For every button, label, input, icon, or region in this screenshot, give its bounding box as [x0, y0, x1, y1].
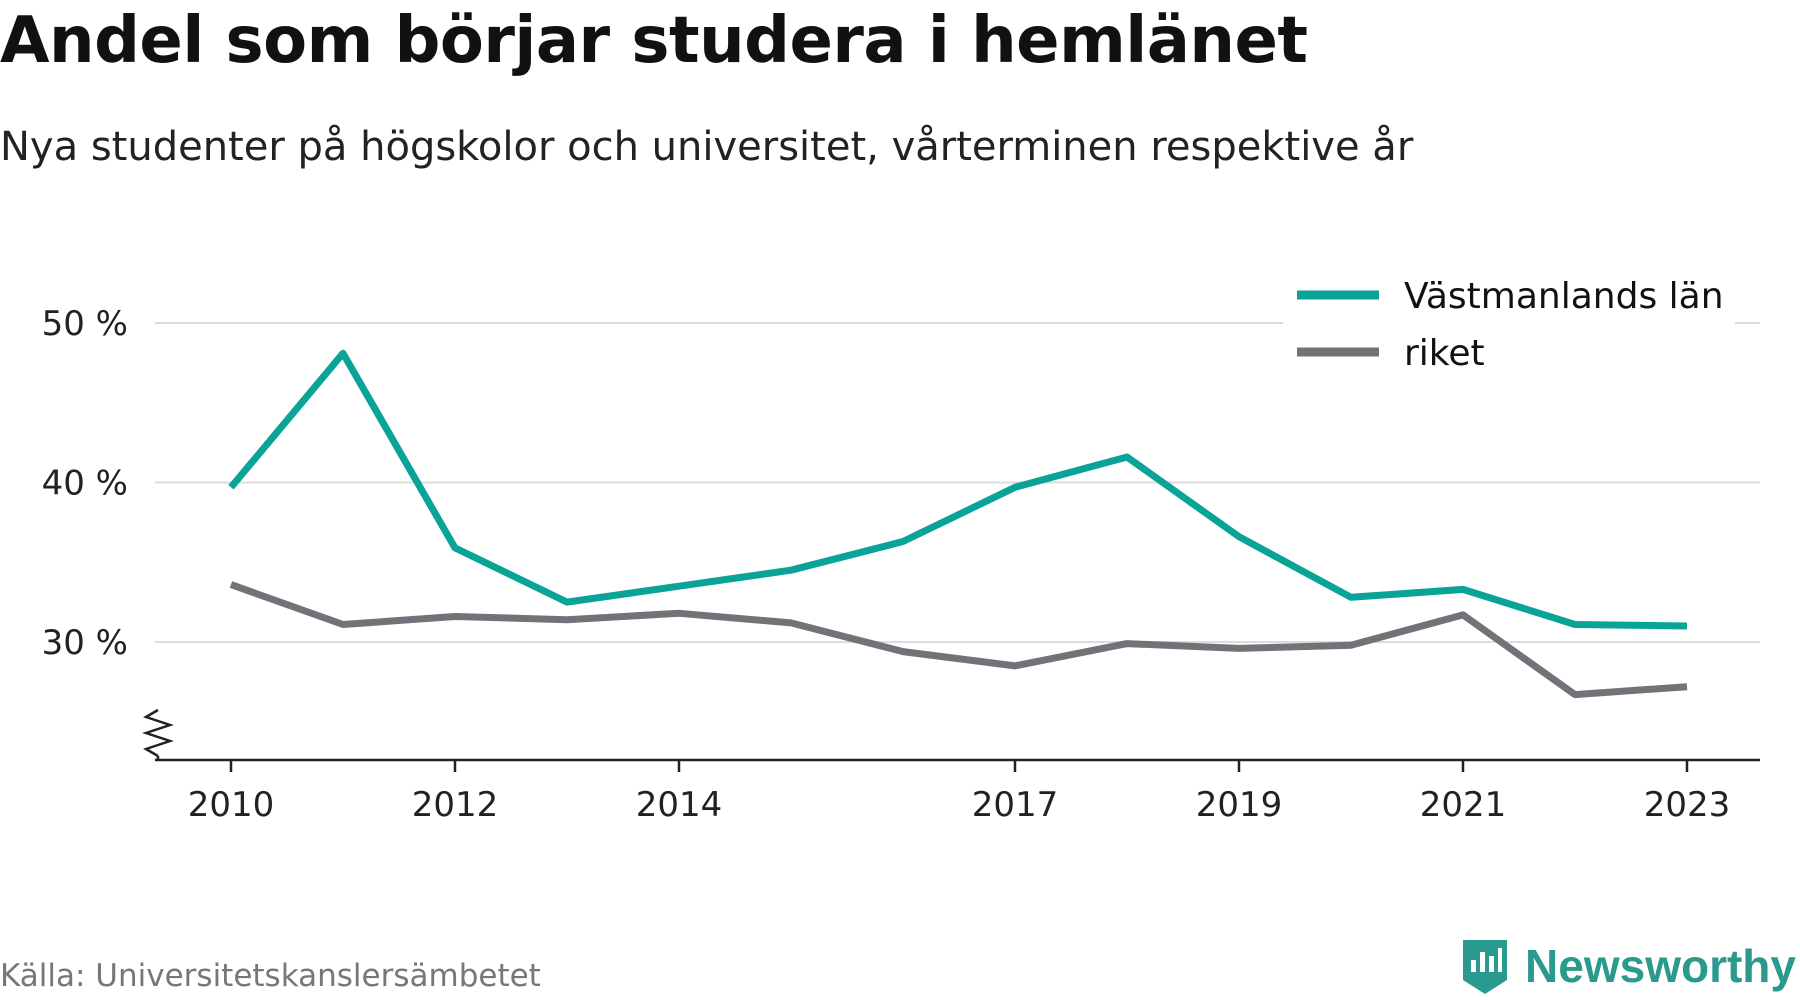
y-tick-label-50: 50 %: [42, 304, 128, 344]
x-tick-label-2012: 2012: [412, 785, 499, 825]
newsworthy-wordmark: Newsworthy: [1525, 940, 1796, 992]
axis-break-marker: [142, 708, 174, 758]
source-note: Källa: Universitetskanslersämbetet: [0, 958, 541, 994]
x-tick-label-2021: 2021: [1420, 785, 1507, 825]
y-tick-label-30: 30 %: [42, 623, 128, 663]
newsworthy-logo: Newsworthy: [1459, 936, 1796, 996]
legend-label-riket: riket: [1404, 333, 1485, 374]
chart-subtitle: Nya studenter på högskolor och universit…: [0, 124, 1414, 170]
series-line-riket: [229, 581, 1688, 699]
x-tick-label-2023: 2023: [1644, 785, 1731, 825]
legend: Västmanlands län riket: [1283, 268, 1735, 378]
legend-background: [1283, 268, 1735, 378]
x-tick-label-2010: 2010: [188, 785, 275, 825]
chart-title: Andel som börjar studera i hemlänet: [0, 4, 1308, 78]
legend-label-västmanlands-län: Västmanlands län: [1404, 276, 1724, 317]
x-axis: 2010 2012 2014 2017 2019 2021 2023: [142, 708, 1760, 825]
newsworthy-logo-icon: [1463, 940, 1508, 994]
x-tick-label-2014: 2014: [636, 785, 723, 825]
x-tick-label-2017: 2017: [972, 785, 1059, 825]
series-line-västmanlands-län: [228, 349, 1688, 630]
series-lines: [228, 349, 1688, 699]
y-tick-label-40: 40 %: [42, 464, 128, 504]
x-tick-label-2019: 2019: [1196, 785, 1283, 825]
